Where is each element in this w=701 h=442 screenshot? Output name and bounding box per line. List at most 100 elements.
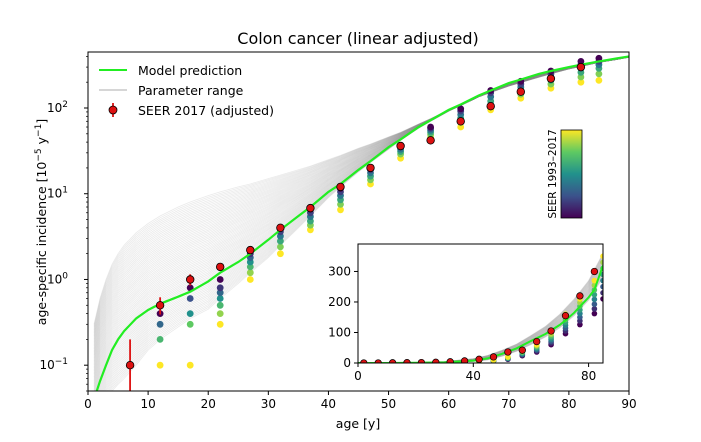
seer-historic-point <box>216 289 224 297</box>
parameter-range-line <box>93 56 629 335</box>
parameter-range-line <box>97 56 629 391</box>
inset-seer-historic-point <box>600 277 603 284</box>
x-tick-label: 0 <box>84 397 92 411</box>
legend-range-label: Parameter range <box>138 83 244 98</box>
parameter-range-line <box>93 56 629 376</box>
parameter-range-line <box>99 56 629 391</box>
parameter-range-line <box>94 56 629 391</box>
y-tick-label: 100 <box>47 271 68 286</box>
parameter-range-line <box>95 56 629 391</box>
model-prediction-curve <box>95 55 629 391</box>
x-axis: 0 10 20 30 40 50 60 70 80 90 <box>84 391 637 411</box>
colorbar-label: SEER 1993–2017 <box>547 129 559 218</box>
parameter-range-line <box>98 56 629 391</box>
seer-historic-point <box>216 295 224 302</box>
legend: Model prediction Parameter range SEER 20… <box>99 63 274 118</box>
y-tick-exponent: −1 <box>55 357 68 367</box>
inset-seer-2017-point <box>360 359 368 363</box>
inset-y-axis: 0 100 200 300 <box>328 264 358 370</box>
y-tick-base: 10 <box>47 101 62 115</box>
parameter-range-line <box>93 56 629 375</box>
seer-2017-point <box>546 74 556 83</box>
seer-2017-point <box>306 203 315 213</box>
inset-seer-historic-point <box>600 290 603 296</box>
parameter-range-line <box>93 56 629 386</box>
parameter-range-line <box>93 56 629 361</box>
y-tick-base: 10 <box>39 358 54 372</box>
seer-2017-point <box>155 301 165 310</box>
inset-seer-2017-point <box>489 353 498 361</box>
parameter-range-band <box>93 56 629 391</box>
y-tick-base: 10 <box>47 187 62 201</box>
parameter-range-line <box>93 56 629 328</box>
inset-seer-historic-point <box>591 291 598 298</box>
legend-model-label: Model prediction <box>138 63 242 78</box>
seer-historic-point <box>277 237 284 245</box>
inset-seer-historic-point <box>600 283 603 290</box>
seer-historic-point <box>595 70 603 78</box>
inset-seer-2017-point <box>446 358 454 363</box>
inset-seer-2017-point <box>432 358 440 363</box>
inset-y-tick-label: 300 <box>328 264 351 278</box>
parameter-range-line <box>93 56 629 379</box>
parameter-range-line <box>93 56 629 367</box>
inset-seer-historic-point <box>591 301 598 308</box>
y-axis-label-mid: y <box>34 136 49 148</box>
seer-2017-point <box>215 262 225 272</box>
parameter-range-line <box>93 56 629 354</box>
inset-seer-2017-points <box>360 267 599 363</box>
inset-y-tick-label: 0 <box>343 356 351 370</box>
seer-historic-point <box>246 269 254 277</box>
inset-seer-2017-point <box>561 312 570 320</box>
x-tick-label: 40 <box>321 397 336 411</box>
x-tick-label: 10 <box>140 397 155 411</box>
parameter-range-line <box>93 56 629 332</box>
model-prediction-line <box>95 55 629 391</box>
parameter-range-line <box>93 56 629 369</box>
seer-2017-point <box>246 245 255 255</box>
inset-seer-2017-point <box>547 327 555 335</box>
seer-historic-point <box>577 78 585 86</box>
seer-historic-point <box>246 263 254 271</box>
seer-2017-point <box>516 87 525 96</box>
parameter-range-line <box>93 56 629 350</box>
seer-2017-point <box>336 182 345 192</box>
y-axis-label-sup1: −5 <box>34 148 44 161</box>
seer-2017-point <box>276 223 285 232</box>
y-axis-label: age-specific incidence [10−5 y−1] <box>34 119 49 325</box>
seer-historic-point <box>457 105 465 113</box>
parameter-range-line <box>93 56 629 334</box>
seer-2017-point <box>426 136 435 145</box>
parameter-range-line <box>93 56 629 356</box>
parameter-range-line <box>93 56 629 359</box>
seer-historic-point <box>277 243 284 251</box>
parameter-range-line <box>93 56 629 357</box>
parameter-range-line <box>93 56 629 345</box>
parameter-range-line <box>93 56 629 385</box>
parameter-range-line <box>93 56 629 351</box>
parameter-range-line <box>93 56 629 389</box>
parameter-range-line <box>93 56 629 391</box>
x-axis-label: age [y] <box>336 416 380 431</box>
y-tick-exponent: 0 <box>62 271 68 281</box>
x-tick-label: 30 <box>261 397 276 411</box>
parameter-range-line <box>93 56 629 329</box>
inset-x-tick-label: 40 <box>466 369 481 383</box>
inset-seer-2017-point <box>374 359 382 363</box>
x-tick-label: 70 <box>501 397 516 411</box>
seer-historic-point <box>216 301 224 309</box>
parameter-range-line <box>95 56 629 391</box>
y-tick-exponent: 2 <box>62 100 68 110</box>
plot-frame <box>87 51 630 392</box>
inset-seer-2017-point <box>590 267 599 276</box>
seer-historic-point <box>577 58 585 65</box>
inset-seer-historic-point <box>591 296 598 303</box>
y-tick-exponent: 1 <box>62 186 68 196</box>
seer-2017-point <box>576 62 586 72</box>
parameter-range-line <box>93 56 629 341</box>
parameter-range-line <box>93 56 629 378</box>
parameter-range-line <box>93 56 629 326</box>
inset-seer-2017-point <box>504 348 512 356</box>
